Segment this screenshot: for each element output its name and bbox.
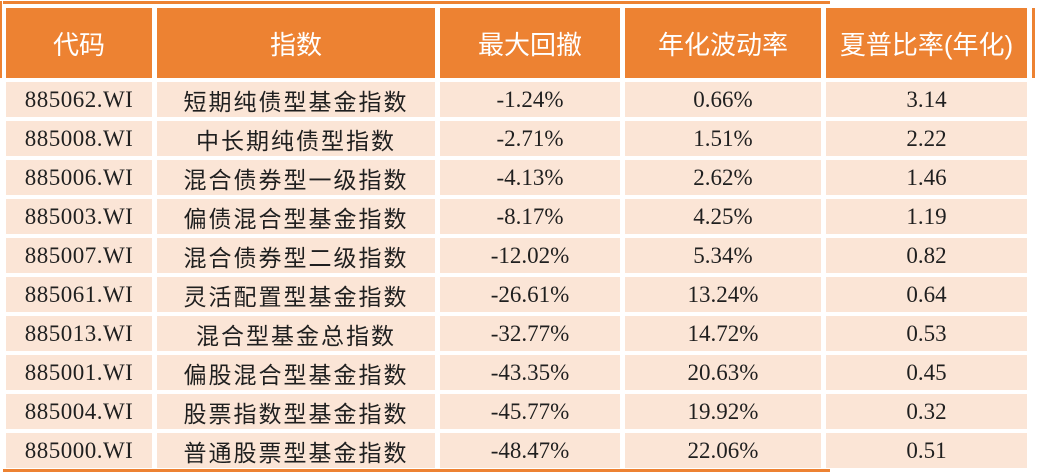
cell-code: 885000.WI: [6, 433, 152, 468]
table-row: 885006.WI 混合债券型一级指数 -4.13% 2.62% 1.46: [6, 160, 1027, 195]
cell-code: 885001.WI: [6, 355, 152, 390]
cell-index-name: 混合型基金总指数: [157, 316, 435, 351]
cell-max-drawdown: -4.13%: [440, 160, 620, 195]
cell-sharpe-ratio: 1.46: [826, 160, 1027, 195]
cell-annualized-volatility: 13.24%: [625, 277, 821, 312]
cell-annualized-volatility: 5.34%: [625, 238, 821, 273]
cell-index-name: 股票指数型基金指数: [157, 394, 435, 429]
cell-sharpe-ratio: 0.53: [826, 316, 1027, 351]
cell-sharpe-ratio: 3.14: [826, 82, 1027, 117]
top-border-rule: [3, 1, 830, 4]
header-row: 代码 指数 最大回撤 年化波动率 夏普比率(年化): [6, 8, 1027, 78]
cell-max-drawdown: -45.77%: [440, 394, 620, 429]
cell-code: 885006.WI: [6, 160, 152, 195]
table-header: 代码 指数 最大回撤 年化波动率 夏普比率(年化): [6, 8, 1027, 78]
table-row: 885003.WI 偏债混合型基金指数 -8.17% 4.25% 1.19: [6, 199, 1027, 234]
cell-index-name: 偏债混合型基金指数: [157, 199, 435, 234]
cell-index-name: 普通股票型基金指数: [157, 433, 435, 468]
cell-index-name: 偏股混合型基金指数: [157, 355, 435, 390]
table-body: 885062.WI 短期纯债型基金指数 -1.24% 0.66% 3.14 885008.…: [6, 82, 1027, 468]
cell-index-name: 灵活配置型基金指数: [157, 277, 435, 312]
cell-max-drawdown: -32.77%: [440, 316, 620, 351]
cell-annualized-volatility: 19.92%: [625, 394, 821, 429]
cell-code: 885007.WI: [6, 238, 152, 273]
cell-max-drawdown: -1.24%: [440, 82, 620, 117]
left-border-sliver: [0, 1, 2, 78]
column-header-index-name: 指数: [157, 8, 435, 78]
table-row: 885061.WI 灵活配置型基金指数 -26.61% 13.24% 0.64: [6, 277, 1027, 312]
fund-index-table: 代码 指数 最大回撤 年化波动率 夏普比率(年化) 885062.WI 短期纯债型…: [1, 4, 1032, 472]
table-row: 885007.WI 混合债券型二级指数 -12.02% 5.34% 0.82: [6, 238, 1027, 273]
cell-code: 885061.WI: [6, 277, 152, 312]
cell-max-drawdown: -43.35%: [440, 355, 620, 390]
cell-annualized-volatility: 4.25%: [625, 199, 821, 234]
bottom-border-rule: [3, 469, 830, 472]
cell-max-drawdown: -2.71%: [440, 121, 620, 156]
cell-index-name: 混合债券型二级指数: [157, 238, 435, 273]
column-header-annualized-volatility: 年化波动率: [625, 8, 821, 78]
cell-annualized-volatility: 1.51%: [625, 121, 821, 156]
cell-code: 885008.WI: [6, 121, 152, 156]
column-header-max-drawdown: 最大回撤: [440, 8, 620, 78]
table-row: 885000.WI 普通股票型基金指数 -48.47% 22.06% 0.51: [6, 433, 1027, 468]
cell-code: 885013.WI: [6, 316, 152, 351]
cell-annualized-volatility: 0.66%: [625, 82, 821, 117]
cell-index-name: 混合债券型一级指数: [157, 160, 435, 195]
cell-sharpe-ratio: 0.82: [826, 238, 1027, 273]
cell-code: 885062.WI: [6, 82, 152, 117]
cell-max-drawdown: -26.61%: [440, 277, 620, 312]
cell-sharpe-ratio: 0.32: [826, 394, 1027, 429]
cell-code: 885003.WI: [6, 199, 152, 234]
table-row: 885013.WI 混合型基金总指数 -32.77% 14.72% 0.53: [6, 316, 1027, 351]
cell-sharpe-ratio: 2.22: [826, 121, 1027, 156]
right-border-sliver: [1032, 8, 1035, 78]
table-row: 885062.WI 短期纯债型基金指数 -1.24% 0.66% 3.14: [6, 82, 1027, 117]
cell-annualized-volatility: 20.63%: [625, 355, 821, 390]
cell-sharpe-ratio: 0.51: [826, 433, 1027, 468]
column-header-sharpe-ratio: 夏普比率(年化): [826, 8, 1027, 78]
cell-annualized-volatility: 2.62%: [625, 160, 821, 195]
cell-code: 885004.WI: [6, 394, 152, 429]
table-row: 885004.WI 股票指数型基金指数 -45.77% 19.92% 0.32: [6, 394, 1027, 429]
cell-sharpe-ratio: 0.64: [826, 277, 1027, 312]
cell-max-drawdown: -48.47%: [440, 433, 620, 468]
cell-annualized-volatility: 22.06%: [625, 433, 821, 468]
column-header-code: 代码: [6, 8, 152, 78]
cell-max-drawdown: -12.02%: [440, 238, 620, 273]
cell-annualized-volatility: 14.72%: [625, 316, 821, 351]
cell-sharpe-ratio: 1.19: [826, 199, 1027, 234]
table-row: 885001.WI 偏股混合型基金指数 -43.35% 20.63% 0.45: [6, 355, 1027, 390]
cell-sharpe-ratio: 0.45: [826, 355, 1027, 390]
table-row: 885008.WI 中长期纯债型指数 -2.71% 1.51% 2.22: [6, 121, 1027, 156]
cell-index-name: 短期纯债型基金指数: [157, 82, 435, 117]
cell-max-drawdown: -8.17%: [440, 199, 620, 234]
cell-index-name: 中长期纯债型指数: [157, 121, 435, 156]
